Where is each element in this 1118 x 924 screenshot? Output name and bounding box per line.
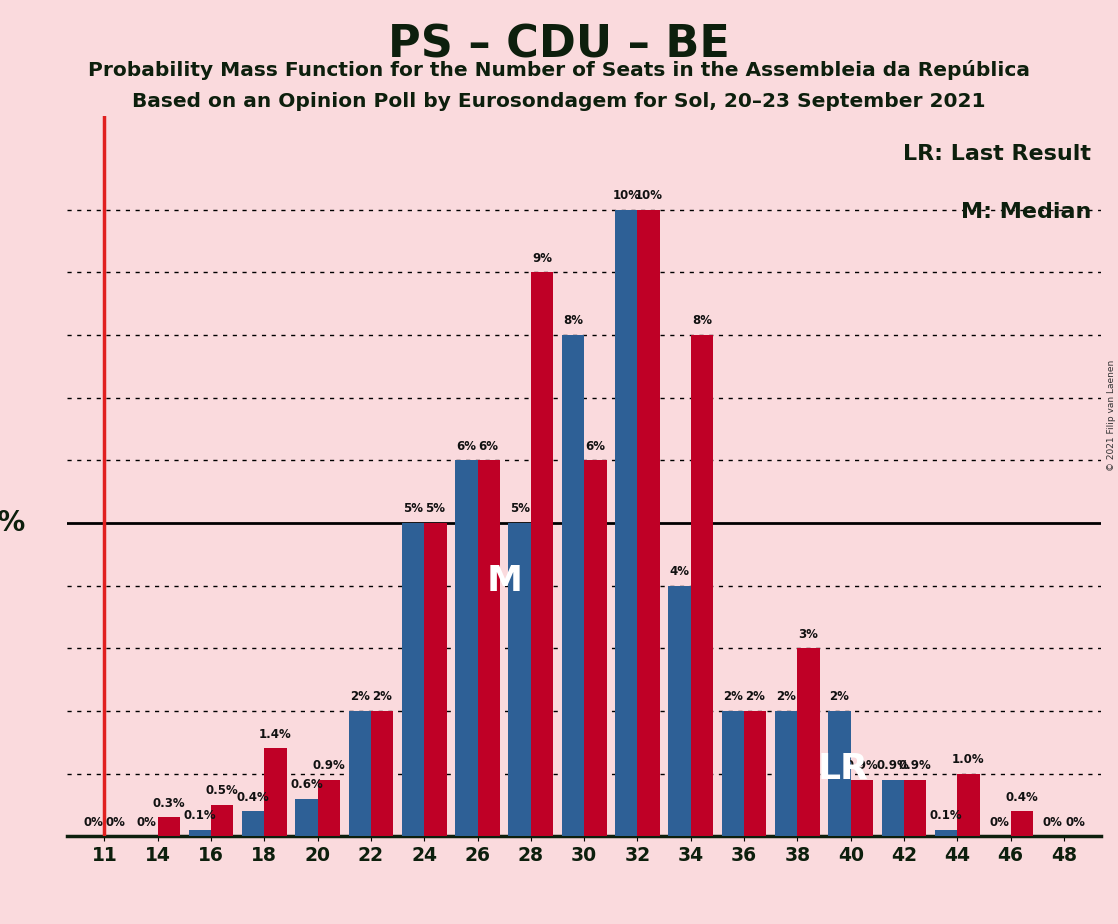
Text: M: Median: M: Median (960, 202, 1091, 222)
Text: 6%: 6% (456, 440, 476, 453)
Bar (477, 460, 500, 836)
Text: 2%: 2% (830, 690, 850, 703)
Bar (189, 830, 211, 836)
Text: 0%: 0% (989, 816, 1010, 829)
Bar (722, 711, 745, 836)
Bar (669, 586, 691, 836)
Text: 0.6%: 0.6% (290, 778, 323, 791)
Text: 0.4%: 0.4% (1005, 791, 1039, 804)
Bar (615, 210, 637, 836)
Text: 5%: 5% (404, 503, 423, 516)
Text: 0.1%: 0.1% (183, 809, 216, 822)
Bar (211, 805, 234, 836)
Bar (882, 780, 904, 836)
Bar (318, 780, 340, 836)
Text: 4%: 4% (670, 565, 690, 578)
Bar (935, 830, 957, 836)
Bar (401, 523, 424, 836)
Text: 0.9%: 0.9% (899, 760, 931, 772)
Bar (851, 780, 873, 836)
Bar (904, 780, 927, 836)
Bar (371, 711, 394, 836)
Bar (158, 818, 180, 836)
Text: 8%: 8% (563, 314, 582, 327)
Text: M: M (486, 564, 522, 598)
Text: 5%: 5% (426, 503, 445, 516)
Bar (561, 334, 584, 836)
Text: 0.9%: 0.9% (845, 760, 879, 772)
Bar (585, 460, 607, 836)
Bar (957, 773, 979, 836)
Text: 2%: 2% (723, 690, 742, 703)
Text: 0%: 0% (106, 816, 125, 829)
Text: 0%: 0% (1043, 816, 1062, 829)
Text: LR: Last Result: LR: Last Result (903, 144, 1091, 164)
Text: 10%: 10% (635, 189, 663, 202)
Text: PS – CDU – BE: PS – CDU – BE (388, 23, 730, 67)
Text: 5%: 5% (510, 503, 530, 516)
Text: 5%: 5% (0, 509, 26, 537)
Text: 1.0%: 1.0% (953, 753, 985, 766)
Text: 0.9%: 0.9% (312, 760, 345, 772)
Text: © 2021 Filip van Laenen: © 2021 Filip van Laenen (1107, 360, 1116, 471)
Bar (775, 711, 797, 836)
Text: 9%: 9% (532, 251, 552, 264)
Text: 0.1%: 0.1% (930, 809, 963, 822)
Bar (349, 711, 371, 836)
Text: LR: LR (817, 752, 869, 786)
Bar (691, 334, 713, 836)
Text: 1.4%: 1.4% (259, 728, 292, 741)
Bar (455, 460, 477, 836)
Text: 10%: 10% (613, 189, 641, 202)
Text: 2%: 2% (350, 690, 370, 703)
Bar (509, 523, 531, 836)
Bar (264, 748, 286, 836)
Text: 0%: 0% (1065, 816, 1086, 829)
Bar (745, 711, 767, 836)
Text: 2%: 2% (776, 690, 796, 703)
Bar (241, 811, 264, 836)
Text: 0%: 0% (136, 816, 157, 829)
Text: 3%: 3% (798, 627, 818, 640)
Bar (1011, 811, 1033, 836)
Text: 2%: 2% (746, 690, 765, 703)
Text: 0.9%: 0.9% (877, 760, 909, 772)
Text: 0.5%: 0.5% (206, 784, 238, 797)
Text: 8%: 8% (692, 314, 712, 327)
Text: Probability Mass Function for the Number of Seats in the Assembleia da República: Probability Mass Function for the Number… (88, 60, 1030, 80)
Bar (531, 273, 553, 836)
Text: Based on an Opinion Poll by Eurosondagem for Sol, 20–23 September 2021: Based on an Opinion Poll by Eurosondagem… (132, 92, 986, 112)
Bar (828, 711, 851, 836)
Text: 6%: 6% (586, 440, 605, 453)
Bar (637, 210, 660, 836)
Bar (295, 798, 318, 836)
Text: 2%: 2% (372, 690, 392, 703)
Text: 0%: 0% (83, 816, 103, 829)
Text: 0.3%: 0.3% (152, 796, 186, 810)
Text: 6%: 6% (479, 440, 499, 453)
Bar (797, 649, 819, 836)
Text: 0.4%: 0.4% (237, 791, 269, 804)
Bar (424, 523, 446, 836)
